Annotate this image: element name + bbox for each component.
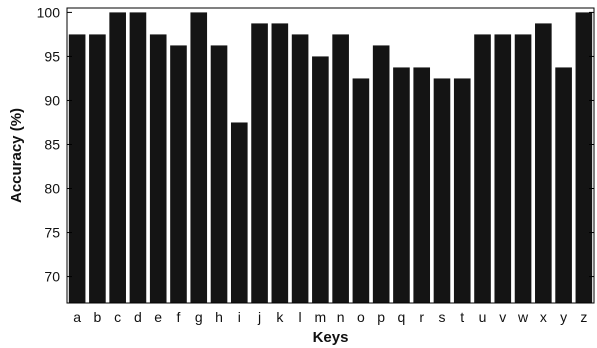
- x-tick-label-r: r: [419, 309, 424, 325]
- x-tick-label-o: o: [357, 309, 365, 325]
- bar-v: [494, 34, 512, 304]
- y-tick-label-80: 80: [44, 181, 60, 197]
- x-tick-label-x: x: [540, 309, 547, 325]
- y-tick-label-100: 100: [37, 4, 61, 20]
- y-tick-label-70: 70: [44, 269, 60, 285]
- y-axis-ticks: 70 75 80 85 90 95 100: [37, 4, 594, 285]
- x-tick-label-b: b: [94, 309, 102, 325]
- x-tick-label-k: k: [276, 309, 284, 325]
- x-tick-label-q: q: [398, 309, 406, 325]
- bar-z: [575, 12, 593, 304]
- bar-k: [271, 23, 289, 303]
- bar-b: [89, 34, 106, 304]
- x-tick-label-p: p: [377, 309, 385, 325]
- x-tick-label-d: d: [134, 309, 142, 325]
- bar-o: [352, 78, 370, 303]
- bar-l: [291, 34, 309, 304]
- x-tick-label-a: a: [73, 309, 81, 325]
- x-tick-label-t: t: [460, 309, 464, 325]
- y-tick-label-90: 90: [44, 92, 60, 108]
- y-axis-title: Accuracy (%): [8, 108, 25, 203]
- x-tick-label-z: z: [580, 309, 587, 325]
- x-tick-label-e: e: [154, 309, 162, 325]
- bar-n: [332, 34, 349, 304]
- x-tick-label-n: n: [337, 309, 345, 325]
- bar-x: [535, 23, 552, 303]
- x-tick-label-w: w: [517, 309, 529, 325]
- x-tick-label-s: s: [438, 309, 445, 325]
- y-tick-label-85: 85: [44, 136, 60, 152]
- bar-r: [413, 67, 431, 303]
- x-tick-label-m: m: [315, 309, 327, 325]
- bar-p: [372, 45, 390, 304]
- bar-c: [109, 12, 126, 304]
- bar-a: [68, 34, 86, 304]
- bar-i: [230, 122, 248, 303]
- x-axis-title: Keys: [313, 329, 349, 346]
- bar-j: [251, 23, 268, 303]
- bar-e: [149, 34, 167, 304]
- x-tick-label-i: i: [238, 309, 241, 325]
- bar-y: [555, 67, 572, 303]
- x-tick-label-l: l: [299, 309, 302, 325]
- x-tick-label-c: c: [114, 309, 121, 325]
- x-tick-label-u: u: [479, 309, 487, 325]
- x-tick-label-h: h: [215, 309, 223, 325]
- plot-frame: [66, 7, 595, 304]
- x-tick-label-f: f: [177, 309, 181, 325]
- x-tick-label-j: j: [257, 309, 261, 325]
- bar-w: [514, 34, 532, 304]
- bar-d: [129, 12, 147, 304]
- x-tick-label-g: g: [195, 309, 203, 325]
- x-tick-label-v: v: [499, 309, 506, 325]
- y-tick-label-95: 95: [44, 48, 60, 64]
- bar-q: [393, 67, 410, 303]
- bar-m: [312, 56, 329, 304]
- x-tick-label-y: y: [560, 309, 567, 325]
- bar-h: [210, 45, 228, 304]
- bar-s: [433, 78, 451, 303]
- bar-t: [453, 78, 471, 303]
- bar-g: [190, 12, 208, 304]
- bar-u: [474, 34, 491, 304]
- bar-f: [170, 45, 187, 304]
- y-tick-label-75: 75: [44, 225, 60, 241]
- bars-group: [68, 12, 593, 304]
